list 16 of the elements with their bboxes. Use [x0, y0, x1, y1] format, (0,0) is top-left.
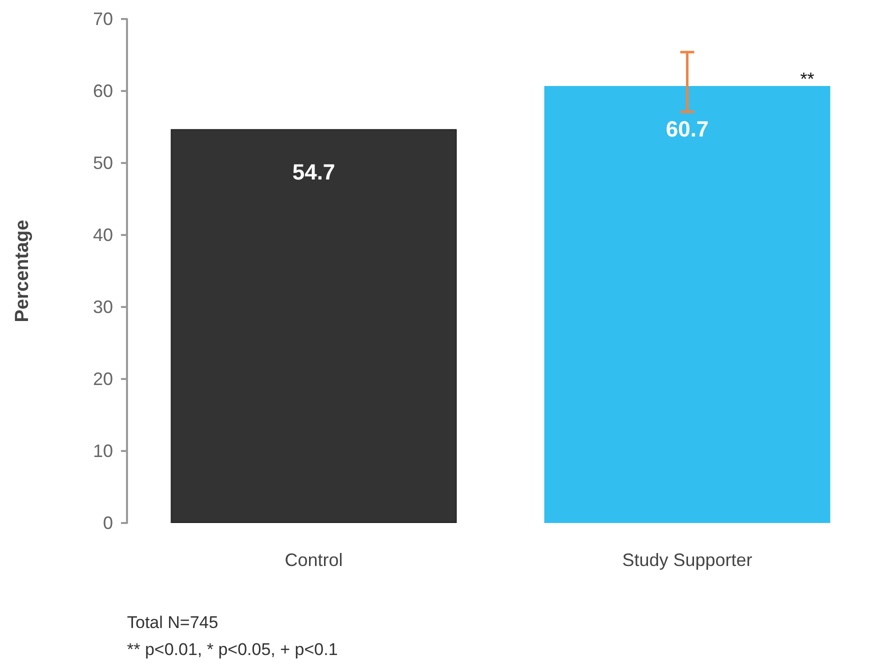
y-tick-label: 20 [92, 369, 113, 389]
y-axis-title: Percentage [12, 220, 33, 322]
x-tick-label: Study Supporter [622, 550, 752, 570]
text: ** p<0.01, * p<0.05, + p<0.1 [127, 640, 338, 659]
x-tick-label: Control [284, 550, 343, 570]
y-tick-label: 60 [92, 81, 113, 101]
y-tick-label: 70 [92, 9, 113, 29]
y-tick-label: 30 [92, 297, 113, 317]
text: Total N=745 [127, 613, 218, 632]
y-tick-label: 50 [92, 153, 113, 173]
y-tick-label: 10 [92, 441, 113, 461]
annotation: ** [800, 68, 814, 89]
data-label: 60.7 [666, 116, 709, 142]
y-tick-label: 0 [102, 513, 113, 533]
y-tick-label: 40 [92, 225, 113, 245]
data-label: 54.7 [292, 160, 336, 185]
